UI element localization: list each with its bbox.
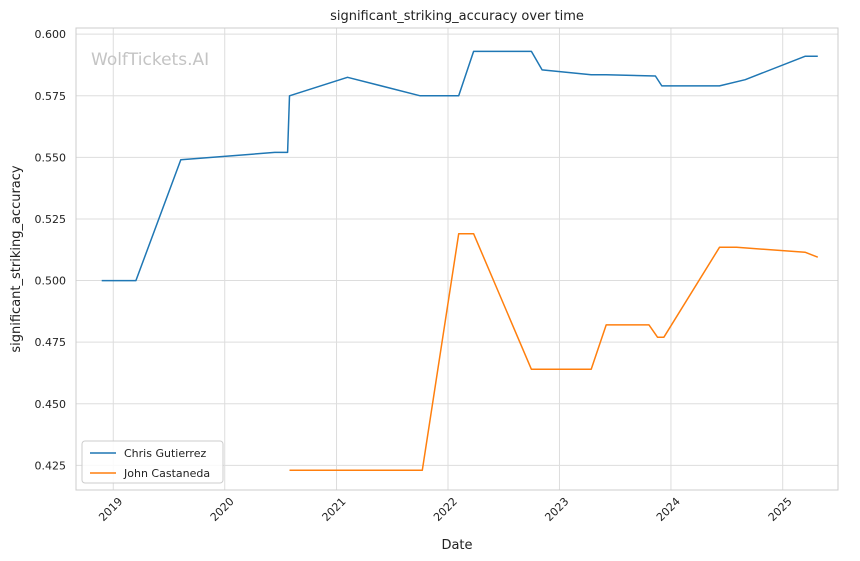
y-tick-label: 0.475 (35, 336, 67, 349)
chart-title: significant_striking_accuracy over time (330, 9, 584, 24)
series-line (289, 232, 819, 472)
y-tick-label: 0.600 (35, 28, 67, 41)
x-tick-label: 2020 (208, 495, 237, 524)
legend-box (81, 440, 224, 484)
series-line (101, 50, 818, 282)
legend: Chris Gutierrez John Castaneda (81, 440, 224, 484)
x-tick-label: 2023 (542, 495, 571, 524)
grid (76, 28, 838, 490)
x-tick-label: 2021 (320, 495, 349, 524)
y-tick-label: 0.425 (35, 459, 67, 472)
legend-label: Chris Gutierrez (124, 447, 206, 460)
legend-label: John Castaneda (123, 467, 210, 480)
y-tick-label: 0.525 (35, 213, 67, 226)
y-axis-ticks: 0.425 0.450 0.475 0.500 0.525 0.550 0.575 0.600 (35, 28, 67, 472)
y-tick-label: 0.575 (35, 90, 67, 103)
x-tick-label: 2019 (96, 495, 125, 524)
x-tick-label: 2022 (431, 495, 460, 524)
plot-area (75, 27, 839, 491)
watermark: WolfTickets.AI (91, 50, 209, 70)
x-tick-label: 2025 (766, 495, 795, 524)
y-tick-label: 0.450 (35, 398, 67, 411)
x-axis-ticks: 2019 2020 2021 2022 2023 2024 2025 (96, 495, 794, 524)
y-tick-label: 0.500 (35, 275, 67, 288)
x-tick-label: 2024 (654, 495, 683, 524)
x-axis-label: Date (441, 538, 472, 553)
series-lines (101, 50, 819, 472)
y-axis-label: significant_striking_accuracy (9, 165, 24, 353)
y-tick-label: 0.550 (35, 151, 67, 164)
